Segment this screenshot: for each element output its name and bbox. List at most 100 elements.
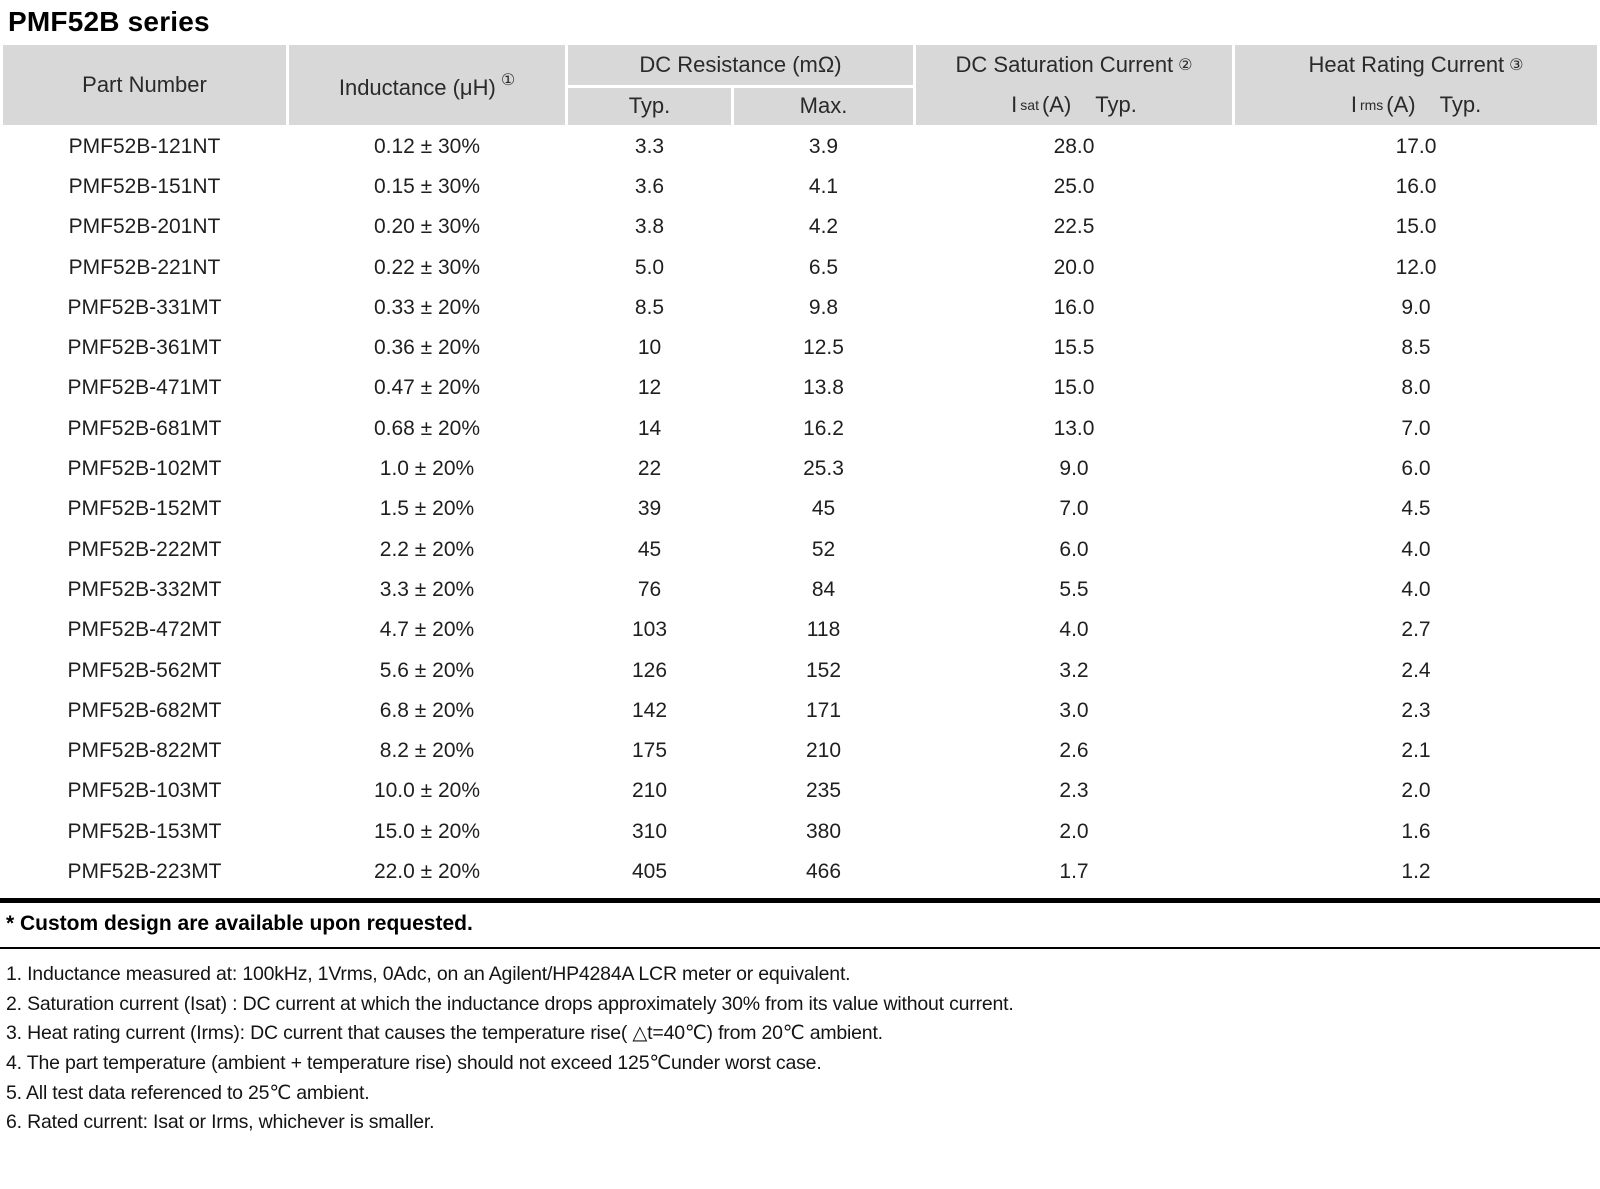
datasheet-page: PMF52B series Part Number Inductance (μH…	[0, 6, 1600, 1138]
cell-part-number: PMF52B-331MT	[67, 295, 222, 319]
cell-dcr-max: 45	[811, 497, 836, 521]
col-header-part-number: Part Number	[0, 42, 289, 128]
cell-dcr-typ: 175	[631, 739, 668, 763]
cell-dcr-typ: 3.6	[634, 174, 665, 198]
cell-dcr-typ: 310	[631, 819, 668, 843]
cell-inductance: 5.6 ± 20%	[379, 658, 475, 682]
cell-irms: 7.0	[1401, 416, 1431, 440]
cell-dcr-typ: 126	[631, 658, 668, 682]
cell-dcr-max: 9.8	[808, 295, 839, 319]
col-header-inductance: Inductance (μH) ①	[286, 42, 568, 128]
cell-inductance: 10.0 ± 20%	[373, 779, 481, 803]
table-row: PMF52B-151NT 0.15 ± 30% 3.6 4.1 25.0 16.…	[2, 167, 1599, 207]
footnotes: 1. Inductance measured at: 100kHz, 1Vrms…	[0, 949, 1600, 1138]
cell-isat: 16.0	[1053, 295, 1095, 319]
cell-irms: 1.6	[1401, 819, 1431, 843]
cell-isat: 13.0	[1053, 416, 1095, 440]
cell-isat: 25.0	[1053, 174, 1095, 198]
cell-dcr-typ: 142	[631, 698, 668, 722]
cell-irms: 4.5	[1401, 497, 1431, 521]
cell-inductance: 4.7 ± 20%	[379, 618, 475, 642]
cell-part-number: PMF52B-121NT	[68, 135, 221, 159]
cell-part-number: PMF52B-153MT	[67, 819, 222, 843]
cell-irms: 1.2	[1401, 859, 1431, 883]
table-row: PMF52B-682MT 6.8 ± 20% 142 171 3.0 2.3	[2, 691, 1599, 731]
table-row: PMF52B-681MT 0.68 ± 20% 14 16.2 13.0 7.0	[2, 409, 1599, 449]
table-row: PMF52B-153MT 15.0 ± 20% 310 380 2.0 1.6	[2, 812, 1599, 852]
cell-irms: 8.0	[1401, 376, 1431, 400]
cell-inductance: 3.3 ± 20%	[379, 577, 475, 601]
footnote-5: 5. All test data referenced to 25℃ ambie…	[6, 1081, 370, 1104]
cell-dcr-max: 210	[805, 739, 842, 763]
cell-part-number: PMF52B-681MT	[67, 416, 222, 440]
table-row: PMF52B-361MT 0.36 ± 20% 10 12.5 15.5 8.5	[2, 328, 1599, 368]
cell-isat: 28.0	[1053, 135, 1095, 159]
table-header: Part Number Inductance (μH) ① DC Resistan…	[0, 42, 1600, 128]
cell-dcr-typ: 3.3	[634, 135, 665, 159]
table-row: PMF52B-201NT 0.20 ± 30% 3.8 4.2 22.5 15.…	[2, 207, 1599, 247]
footnote-3: 3. Heat rating current (Irms): DC curren…	[6, 1022, 883, 1045]
cell-inductance: 0.20 ± 30%	[373, 215, 481, 239]
cell-dcr-max: 84	[811, 577, 836, 601]
footnote-1: 1. Inductance measured at: 100kHz, 1Vrms…	[6, 963, 851, 986]
cell-inductance: 0.12 ± 30%	[373, 135, 481, 159]
irms-typ-label: Typ.	[1439, 92, 1482, 117]
col-header-dcr-typ: Typ.	[565, 84, 734, 128]
cell-part-number: PMF52B-201NT	[68, 215, 221, 239]
cell-isat: 3.2	[1059, 658, 1089, 682]
cell-dcr-max: 152	[805, 658, 842, 682]
cell-irms: 2.4	[1401, 658, 1431, 682]
cell-dcr-typ: 3.8	[634, 215, 665, 239]
table-row: PMF52B-152MT 1.5 ± 20% 39 45 7.0 4.5	[2, 489, 1599, 529]
cell-part-number: PMF52B-152MT	[67, 497, 222, 521]
cell-isat: 2.3	[1059, 779, 1089, 803]
table-row: PMF52B-103MT 10.0 ± 20% 210 235 2.3 2.0	[2, 771, 1599, 811]
cell-dcr-max: 118	[806, 618, 841, 642]
table-row: PMF52B-822MT 8.2 ± 20% 175 210 2.6 2.1	[2, 731, 1599, 771]
cell-part-number: PMF52B-471MT	[67, 376, 222, 400]
cell-isat: 15.0	[1053, 376, 1095, 400]
cell-part-number: PMF52B-472MT	[67, 618, 222, 642]
cell-isat: 7.0	[1059, 497, 1089, 521]
cell-inductance: 22.0 ± 20%	[373, 859, 481, 883]
cell-irms: 12.0	[1395, 255, 1437, 279]
cell-inductance: 0.36 ± 20%	[373, 336, 481, 360]
irms-unit: (A)	[1386, 92, 1416, 117]
cell-dcr-max: 13.8	[803, 376, 844, 400]
cell-dcr-max: 52	[811, 537, 836, 561]
isat-unit: (A)	[1041, 92, 1072, 117]
cell-part-number: PMF52B-223MT	[67, 859, 222, 883]
cell-dcr-max: 380	[805, 819, 842, 843]
table-body: PMF52B-121NT 0.12 ± 30% 3.3 3.9 28.0 17.…	[2, 127, 1599, 893]
footnote-2: 2. Saturation current (Isat) : DC curren…	[6, 992, 1014, 1015]
cell-inductance: 0.33 ± 20%	[373, 295, 481, 319]
cell-dcr-typ: 76	[637, 577, 662, 601]
cell-dcr-max: 12.5	[803, 336, 844, 360]
table-row: PMF52B-222MT 2.2 ± 20% 45 52 6.0 4.0	[2, 529, 1599, 569]
irms-symbol: I	[1350, 92, 1358, 117]
cell-isat: 2.6	[1059, 739, 1089, 763]
saturation-current-label: DC Saturation Current	[955, 52, 1174, 77]
table-row: PMF52B-223MT 22.0 ± 20% 405 466 1.7 1.2	[2, 852, 1599, 892]
cell-inductance: 1.0 ± 20%	[379, 457, 475, 481]
footnote-6: 6. Rated current: Isat or Irms, whicheve…	[6, 1111, 435, 1134]
part-number-label: Part Number	[82, 72, 207, 97]
cell-inductance: 0.68 ± 20%	[373, 416, 481, 440]
cell-part-number: PMF52B-151NT	[68, 174, 221, 198]
inductance-label: Inductance (μH)	[338, 74, 496, 100]
cell-inductance: 0.15 ± 30%	[373, 174, 481, 198]
cell-dcr-typ: 14	[637, 416, 662, 440]
cell-isat: 15.5	[1053, 336, 1095, 360]
cell-isat: 5.5	[1059, 577, 1089, 601]
cell-part-number: PMF52B-822MT	[67, 739, 222, 763]
page-title: PMF52B series	[8, 6, 210, 37]
divider-thin	[0, 947, 1600, 950]
cell-part-number: PMF52B-361MT	[67, 336, 222, 360]
table-row: PMF52B-331MT 0.33 ± 20% 8.5 9.8 16.0 9.0	[2, 288, 1599, 328]
table-row: PMF52B-472MT 4.7 ± 20% 103 118 4.0 2.7	[2, 610, 1599, 650]
table-row: PMF52B-332MT 3.3 ± 20% 76 84 5.5 4.0	[2, 570, 1599, 610]
cell-dcr-typ: 10	[637, 336, 662, 360]
cell-dcr-max: 4.1	[808, 174, 839, 198]
cell-irms: 2.0	[1401, 779, 1431, 803]
